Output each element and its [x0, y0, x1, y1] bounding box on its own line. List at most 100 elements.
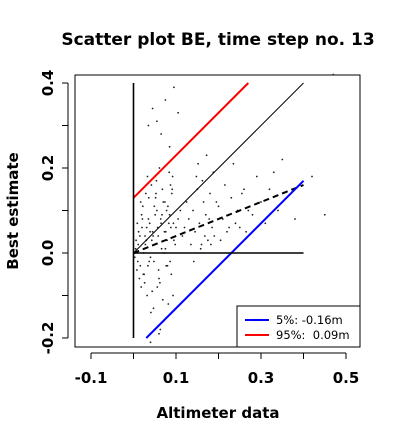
scatter-point [264, 222, 267, 225]
x-tick-label: 0.3 [248, 369, 275, 387]
scatter-point [137, 243, 140, 246]
scatter-point [164, 230, 167, 233]
scatter-point [195, 175, 198, 178]
scatter-point [151, 290, 154, 293]
scatter-point [167, 205, 169, 208]
scatter-point [151, 230, 154, 233]
scatter-point [243, 188, 245, 191]
scatter-point [134, 247, 137, 250]
legend-label-95pct: 95%: 0.09m [276, 328, 350, 342]
scatter-point [144, 243, 147, 246]
scatter-point [177, 218, 180, 220]
scatter-point [153, 260, 155, 263]
scatter-point [228, 226, 231, 229]
scatter-point [164, 201, 166, 203]
scatter-point [172, 294, 174, 297]
scatter-point [150, 239, 153, 242]
scatter-point [209, 192, 211, 195]
scatter-point [173, 86, 175, 89]
scatter-point [159, 328, 162, 331]
y-tick-label: 0.2 [39, 155, 57, 182]
scatter-point [160, 247, 163, 250]
scatter-point [160, 133, 163, 135]
y-tick-label: 0.4 [39, 70, 57, 97]
scatter-point [201, 179, 204, 182]
scatter-point [156, 209, 158, 212]
scatter-point [140, 213, 143, 216]
scatter-point [207, 239, 209, 242]
scatter-point [190, 243, 192, 246]
scatter-point [234, 222, 237, 225]
scatter-point [170, 226, 172, 229]
scatter-point [245, 230, 248, 233]
scatter-point [211, 226, 214, 229]
scatter-point [146, 175, 149, 178]
scatter-point [144, 235, 146, 237]
scatter-point [170, 273, 173, 276]
scatter-point [251, 213, 254, 216]
scatter-point [164, 247, 167, 250]
scatter-point [165, 264, 168, 267]
scatter-point [136, 222, 139, 225]
scatter-point [219, 239, 222, 242]
scatter-point [260, 201, 262, 203]
scatter-point [268, 188, 271, 191]
scatter-point [147, 124, 150, 127]
scatter-point [204, 213, 207, 216]
scatter-point [154, 213, 157, 216]
scatter-point [167, 303, 170, 305]
scatter-point [139, 235, 141, 237]
plot-frame [74, 74, 361, 348]
scatter-point [141, 218, 144, 220]
scatter-point [181, 235, 184, 237]
scatter-point [158, 332, 160, 335]
chart-title: Scatter plot BE, time step no. 13 [61, 30, 374, 50]
y-axis: -0.2 0.0 0.2 0.4 [39, 70, 69, 354]
scatter-point [139, 264, 142, 267]
scatter-point [154, 196, 157, 199]
x-tick-label: 0.5 [333, 369, 360, 387]
scatter-point [173, 239, 175, 242]
scatter-point [142, 273, 145, 276]
scatter-point [146, 294, 149, 297]
scatter-point [139, 201, 142, 203]
scatter-point [150, 184, 153, 186]
scatter-point [170, 192, 173, 195]
legend-label-5pct: 5%: -0.16m [276, 313, 343, 327]
scatter-point [161, 298, 164, 301]
scatter-point [159, 218, 162, 220]
scatter-point [272, 171, 275, 174]
scatter-point [137, 230, 140, 233]
scatter-point [232, 162, 235, 165]
scatter-point [281, 158, 284, 161]
y-axis-label: Best estimate [4, 152, 22, 269]
scatter-point [141, 226, 143, 229]
scatter-point [197, 162, 200, 165]
scatter-point [133, 256, 136, 259]
x-axis-label: Altimeter data [157, 404, 280, 422]
y-tick-label: 0.0 [39, 240, 57, 267]
scatter-point [155, 192, 157, 195]
scatter-point [143, 281, 146, 284]
reference-lines [132, 82, 305, 339]
scatter-point [185, 201, 188, 203]
scatter-point [332, 73, 335, 76]
scatter-point [177, 111, 180, 114]
scatter-point [171, 188, 174, 191]
scatter-point [198, 222, 201, 225]
scatter-point [213, 235, 216, 237]
scatter-point [147, 196, 150, 199]
scatter-point [179, 209, 182, 212]
scatter-point [217, 205, 220, 208]
scatter-point [138, 277, 141, 280]
scatter-point [164, 99, 167, 101]
scatter-point [153, 205, 156, 208]
scatter-point [156, 286, 159, 288]
scatter-point [149, 230, 152, 233]
legend-box [236, 305, 361, 348]
scatter-point [183, 226, 186, 229]
scatter-point [158, 167, 161, 169]
scatter-point [147, 264, 149, 267]
scatter-point [205, 154, 208, 157]
data-points [133, 73, 335, 344]
